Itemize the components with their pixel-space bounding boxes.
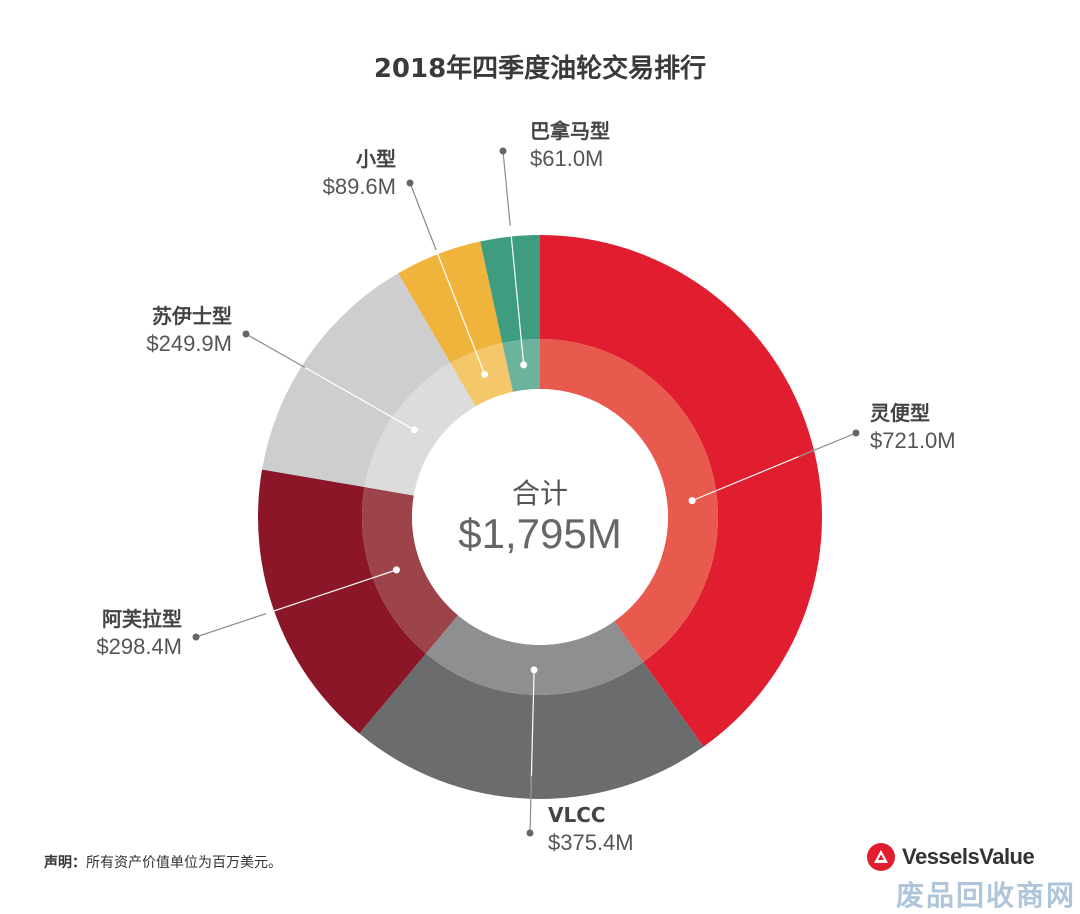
center-label: 合计 xyxy=(512,477,568,510)
slice-inner-suezmax xyxy=(364,363,476,496)
leader-dot-outer-panamax xyxy=(499,147,507,155)
slice-name-handy: 灵便型 xyxy=(870,401,930,425)
slice-outer-small xyxy=(398,241,503,364)
slice-value-vlcc: $375.4M xyxy=(548,830,634,855)
leader-line-outside-vlcc xyxy=(529,775,533,834)
center-total-value: $1,795M xyxy=(458,510,621,557)
leader-dot-outer-suezmax xyxy=(242,330,250,338)
slice-name-suezmax: 苏伊士型 xyxy=(152,304,232,328)
leader-dot-outer-vlcc xyxy=(526,829,534,837)
slice-value-small: $89.6M xyxy=(323,174,396,199)
slice-outer-panamax xyxy=(480,235,540,344)
leader-line-outside-panamax xyxy=(502,150,511,226)
slice-labels: 灵便型 $721.0M VLCC $375.4M 阿芙拉型 $298.4M 苏伊士型 $249… xyxy=(96,119,955,855)
footnote-text: 所有资产价值单位为百万美元。 xyxy=(86,855,282,871)
leader-dot-inner-suezmax xyxy=(410,426,418,434)
outer-ring xyxy=(258,235,822,799)
chart-title: 2018年四季度油轮交易排行 xyxy=(374,53,706,84)
slice-outer-suezmax xyxy=(262,273,451,488)
slice-inner-aframax xyxy=(361,487,458,654)
slice-value-handy: $721.0M xyxy=(870,428,956,453)
donut-hole xyxy=(412,389,668,645)
slice-outer-aframax xyxy=(258,469,426,734)
leader-dot-inner-panamax xyxy=(520,361,528,369)
slice-name-vlcc: VLCC xyxy=(548,803,606,827)
leader-line-outside-handy xyxy=(798,432,857,458)
brand-logo: VesselsValue xyxy=(866,842,1035,872)
leader-lines xyxy=(192,147,860,837)
leader-line-outside-aframax xyxy=(195,612,267,638)
leader-line-outside-small xyxy=(409,182,437,251)
slice-value-aframax: $298.4M xyxy=(96,634,182,659)
vesselsvalue-logo-icon xyxy=(867,843,895,871)
slice-outer-handy xyxy=(540,235,822,747)
watermark: 废品回收商网 xyxy=(896,879,1077,912)
leader-dot-outer-handy xyxy=(852,429,860,437)
leader-dot-outer-aframax xyxy=(192,633,200,641)
leader-line-outside-suezmax xyxy=(245,333,306,369)
slice-value-suezmax: $249.9M xyxy=(146,331,232,356)
footnote-prefix: 声明： xyxy=(44,855,86,871)
leader-dot-inner-handy xyxy=(688,497,696,505)
leader-dot-inner-vlcc xyxy=(530,666,538,674)
slice-inner-vlcc xyxy=(425,615,644,695)
leader-dot-inner-small xyxy=(481,370,489,378)
footnote: 声明：所有资产价值单位为百万美元。 xyxy=(44,852,282,872)
leader-dot-inner-aframax xyxy=(392,566,400,574)
slice-outer-vlcc xyxy=(359,653,704,799)
slice-value-panamax: $61.0M xyxy=(530,146,603,171)
slice-name-panamax: 巴拿马型 xyxy=(530,119,610,143)
brand-name: VesselsValue xyxy=(902,844,1035,869)
slice-name-aframax: 阿芙拉型 xyxy=(102,607,182,631)
slice-inner-handy xyxy=(540,339,718,663)
slice-name-small: 小型 xyxy=(356,147,396,171)
leader-dot-outer-small xyxy=(406,179,414,187)
